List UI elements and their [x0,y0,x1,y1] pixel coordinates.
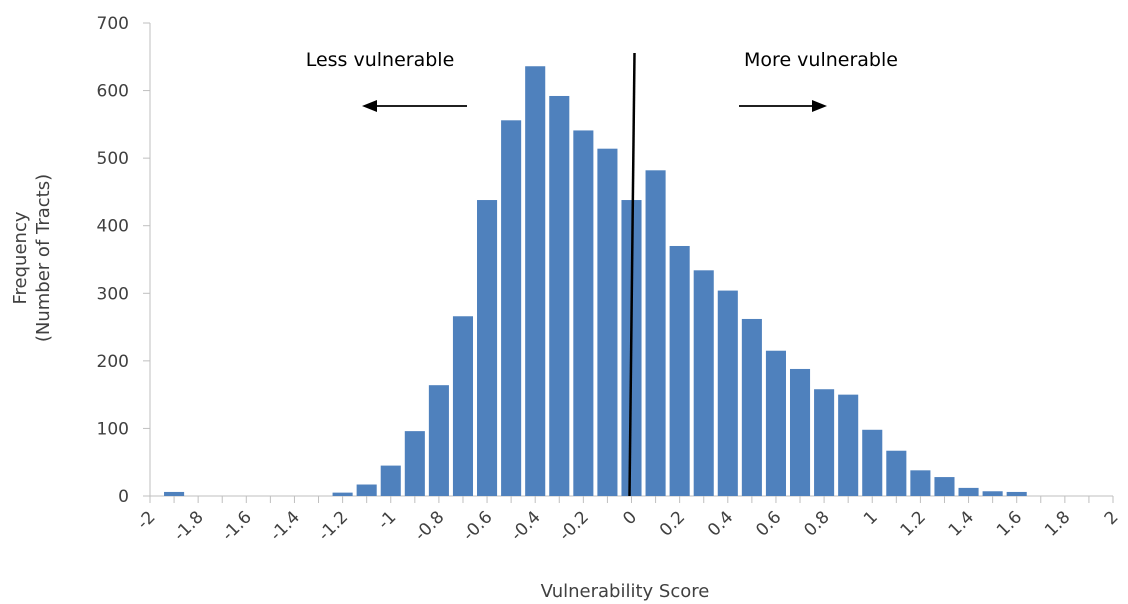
x-tick-label: -0.4 [507,507,545,545]
histogram-bar [669,245,690,496]
histogram-bar [862,429,883,496]
x-tick-label: 1.6 [993,507,1026,540]
histogram-bar [428,385,449,496]
annotation-more-vulnerable: More vulnerable [744,49,898,71]
histogram-bar [597,148,618,496]
histogram-bar [982,491,1003,496]
histogram-bar [838,394,859,496]
histogram-bar [404,431,425,496]
x-tick-label: -1.4 [266,507,304,545]
x-tick-label: 0.8 [800,507,833,540]
histogram-bar [164,491,185,496]
histogram-bar [693,270,714,496]
histogram-bar [501,120,522,496]
y-tick-label: 200 [97,352,129,372]
x-tick-label: -0.6 [459,507,497,545]
histogram-bar [573,130,594,496]
histogram-bar [549,95,570,496]
histogram-bar [886,450,907,496]
x-tick-label: 1.2 [897,507,930,540]
left-arrow [362,100,467,112]
histogram-bar [765,350,786,496]
x-axis-title: Vulnerability Score [541,581,710,602]
x-tick-label: -2 [133,507,159,533]
histogram-bar [958,487,979,496]
x-tick-label: 0.6 [752,507,785,540]
x-tick-label: 2 [1101,507,1123,529]
x-tick-label: 0 [619,507,641,529]
x-axis: -2 -1.8 -1.6 -1.4 -1.2 -1 -0.8 -0.6 -0.4 -0.2 0 0.2… [133,495,1123,545]
histogram-bar [934,477,955,496]
zero-reference-line [628,52,636,497]
y-tick-label: 500 [97,149,129,169]
histogram-bar [452,316,474,496]
histogram-bar [477,200,498,496]
x-tick-label: -1 [374,507,400,533]
histogram-bar [332,492,353,496]
histogram-bar [1006,491,1027,496]
histogram-bar [356,484,377,496]
y-tick-label: 400 [97,217,129,237]
y-tick-label: 700 [97,14,129,34]
x-tick-label: -0.8 [411,507,449,545]
histogram-bar [741,318,762,496]
y-tick-label: 0 [118,487,129,507]
histogram-bar [814,389,835,496]
x-tick-label: 1 [860,507,882,529]
y-axis: 0 100 200 300 400 500 600 700 [97,14,151,507]
histogram-bar [525,66,546,496]
y-tick-label: 300 [97,284,129,304]
histogram-bar [910,470,931,496]
right-arrow [739,100,827,112]
y-tick-label: 100 [97,419,129,439]
histogram-bar [789,368,811,496]
histogram-bar [717,290,738,496]
x-tick-label: 1.8 [1041,507,1074,540]
x-tick-label: -0.2 [555,507,593,545]
x-tick-label: -1.8 [170,507,208,545]
y-axis-title-line2: (Number of Tracts) [33,174,54,342]
x-tick-label: 0.2 [656,507,689,540]
x-tick-label: 1.4 [945,507,978,540]
y-axis-title: Frequency (Number of Tracts) [10,174,54,342]
x-tick-label: -1.6 [218,507,256,545]
histogram-bar [380,465,401,496]
x-tick-label: -1.2 [315,507,353,545]
y-axis-title-line1: Frequency [10,211,31,304]
histogram-bar [645,170,666,496]
x-tick-label: 0.4 [704,507,737,540]
y-tick-label: 600 [97,82,129,102]
bars [164,66,1027,496]
annotation-less-vulnerable: Less vulnerable [306,49,455,71]
